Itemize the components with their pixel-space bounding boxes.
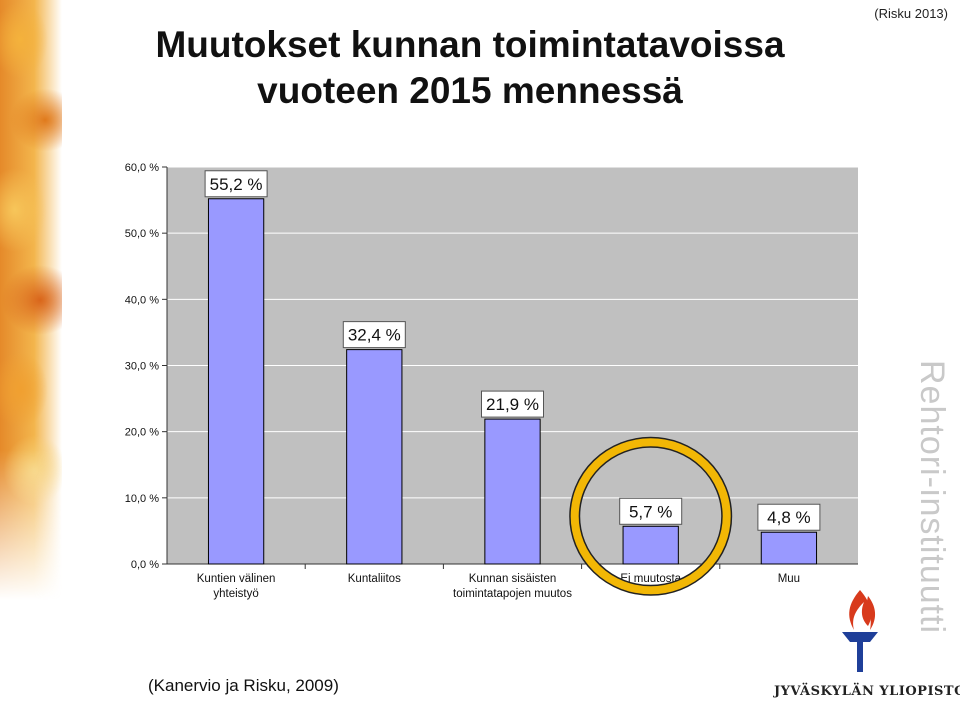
y-tick-label: 30,0 % — [125, 361, 159, 373]
bar — [622, 525, 679, 565]
data-label-box — [342, 321, 406, 349]
source-citation-bottom: (Kanervio ja Risku, 2009) — [148, 676, 339, 695]
bar — [346, 349, 403, 565]
x-category-label: Kunnan sisäisten toimintatapojen muutos — [453, 573, 572, 600]
x-category-label: Muu — [778, 573, 800, 585]
y-tick-label: 40,0 % — [125, 294, 159, 306]
data-label-box — [757, 503, 821, 531]
slide-title: Muutokset kunnan toimintatavoissa vuotee… — [90, 22, 850, 114]
data-label: 21,9 % — [486, 395, 539, 414]
bar — [484, 418, 541, 565]
x-category-label: Kuntaliitos — [348, 573, 401, 585]
y-tick-label: 10,0 % — [125, 493, 159, 505]
data-label: 55,2 % — [210, 175, 263, 194]
slide-title-line-1: Muutokset kunnan toimintatavoissa — [155, 24, 785, 65]
y-tick-label: 60,0 % — [125, 162, 159, 174]
university-logo-text: JYVÄSKYLÄN YLIOPISTO — [774, 684, 960, 699]
data-label-box — [481, 390, 544, 418]
x-category-label-line: Kuntien välinen — [197, 573, 276, 585]
x-category-label: Ei muutosta — [620, 573, 681, 585]
y-tick-label: 0,0 % — [131, 559, 159, 571]
y-tick-label: 20,0 % — [125, 427, 159, 439]
highlight-circle — [570, 438, 731, 595]
data-label-box — [619, 497, 683, 525]
slide-title-line-2: vuoteen 2015 mennessä — [257, 70, 683, 111]
bar-chart: 0,0 % 10,0 % 20,0 % 30,0 % 40,0 % 50,0 % 60,0 … — [125, 162, 858, 600]
bar — [760, 531, 818, 565]
data-label: 5,7 % — [629, 502, 672, 521]
data-label-box — [204, 170, 268, 198]
x-category-label-line: yhteistyö — [213, 588, 258, 600]
bar — [207, 198, 265, 565]
x-category-label-line: toimintatapojen muutos — [453, 588, 572, 600]
x-category-label-line: Muu — [778, 573, 800, 585]
institute-watermark: Rehtori-instituutti — [913, 360, 951, 635]
x-category-label-line: Ei muutosta — [620, 573, 681, 585]
x-category-label-line: Kuntaliitos — [348, 573, 401, 585]
torch-logo-icon — [842, 590, 878, 672]
data-label: 32,4 % — [348, 326, 401, 345]
source-citation-top: (Risku 2013) — [874, 6, 948, 21]
data-label: 4,8 % — [767, 508, 810, 527]
autumn-leaves-decoration — [0, 0, 62, 600]
y-tick-label: 50,0 % — [125, 228, 159, 240]
x-category-label: Kuntien välinen yhteistyö — [197, 573, 276, 600]
x-category-label-line: Kunnan sisäisten — [469, 573, 557, 585]
